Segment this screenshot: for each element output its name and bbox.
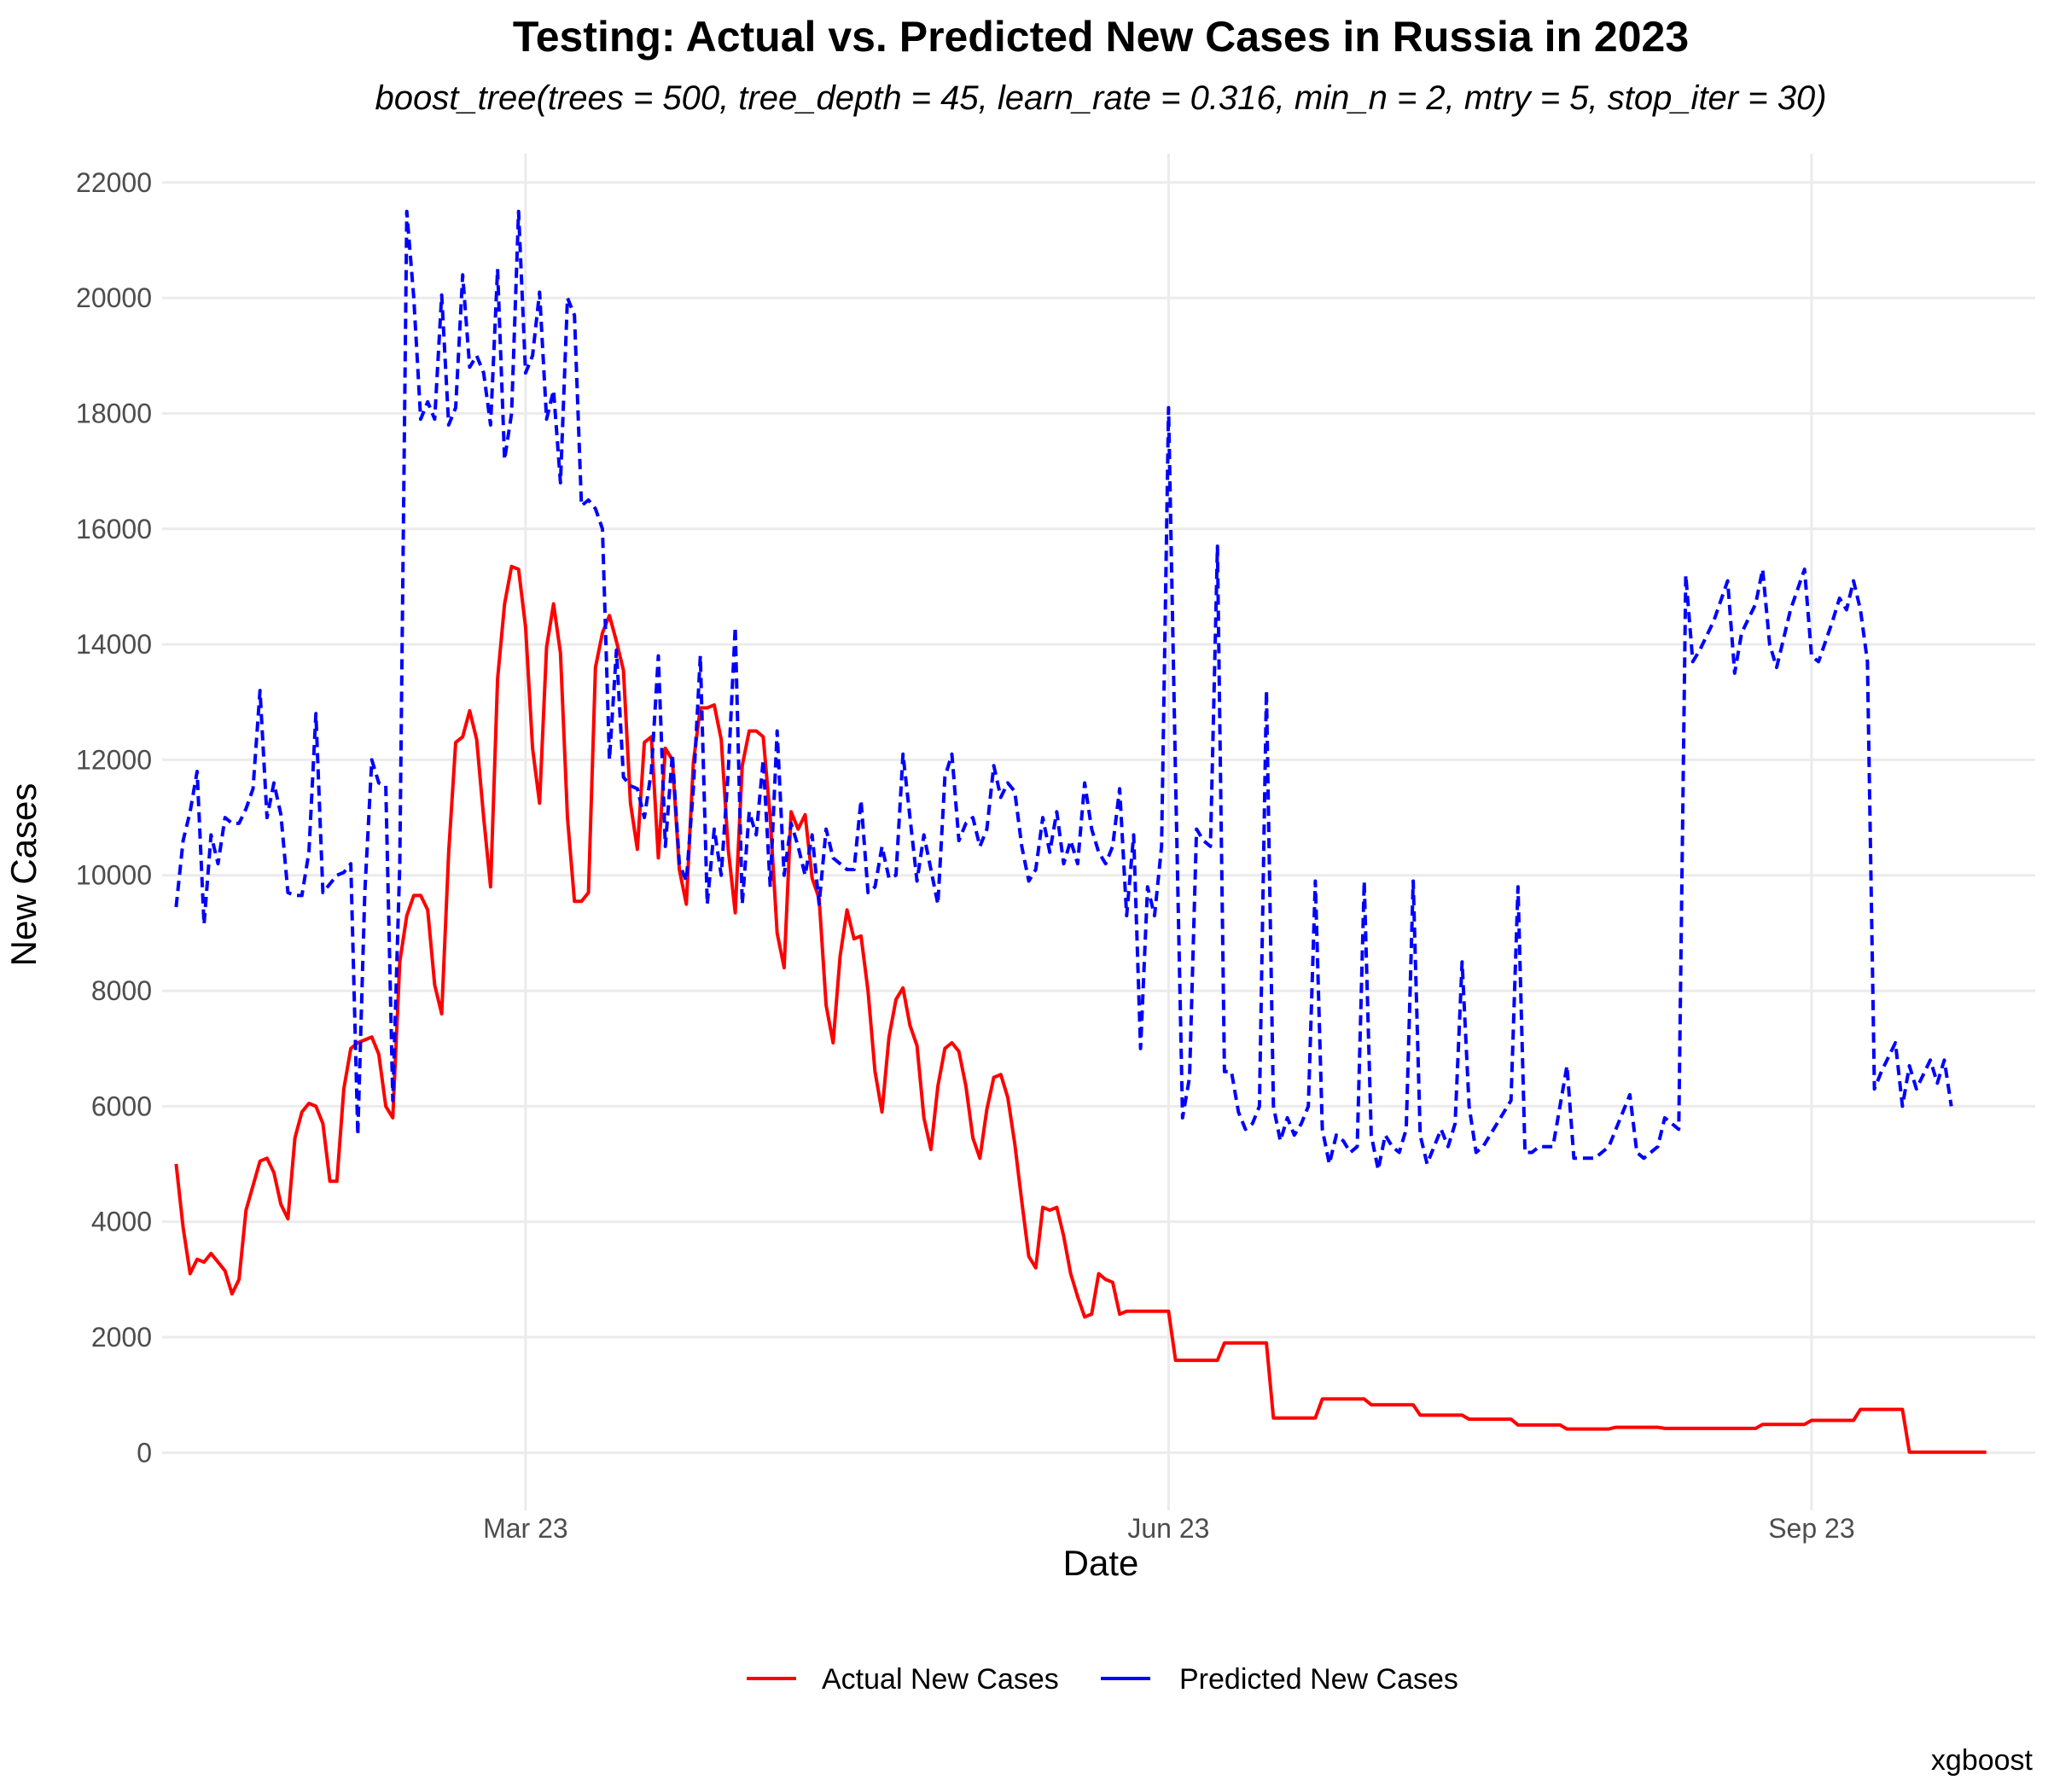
x-tick-label: Mar 23 [483, 1513, 568, 1544]
y-tick-label: 8000 [91, 975, 152, 1006]
x-axis-ticks: Mar 23 Jun 23 Sep 23 [483, 1513, 1855, 1544]
actual-new-cases-line [174, 564, 1987, 1454]
legend: Actual New Cases Predicted New Cases [747, 1663, 1458, 1696]
y-axis-ticks: 0 2000 4000 6000 8000 10000 12000 14000 16000 180… [76, 167, 152, 1469]
chart-title: Testing: Actual vs. Predicted New Cases … [513, 13, 1689, 61]
series-lines [174, 209, 1987, 1454]
x-tick-label: Jun 23 [1127, 1513, 1209, 1544]
y-tick-label: 4000 [91, 1207, 152, 1237]
x-axis-title: Date [1063, 1543, 1139, 1583]
legend-label-actual: Actual New Cases [822, 1663, 1059, 1696]
predicted-new-cases-line [174, 209, 1953, 1172]
y-tick-label: 12000 [76, 744, 152, 775]
chart-subtitle: boost_tree(trees = 500, tree_depth = 45,… [375, 79, 1826, 117]
y-tick-label: 2000 [91, 1322, 152, 1353]
y-tick-label: 20000 [76, 282, 152, 313]
y-tick-label: 10000 [76, 860, 152, 891]
y-axis-title: New Cases [3, 783, 44, 967]
y-tick-label: 18000 [76, 398, 152, 428]
x-tick-label: Sep 23 [1768, 1513, 1854, 1544]
grid [162, 154, 2035, 1510]
legend-label-predicted: Predicted New Cases [1179, 1663, 1458, 1696]
y-tick-label: 16000 [76, 514, 152, 544]
chart-caption: xgboost [1931, 1744, 2033, 1777]
y-tick-label: 14000 [76, 629, 152, 660]
y-tick-label: 22000 [76, 167, 152, 198]
y-tick-label: 6000 [91, 1091, 152, 1121]
y-tick-label: 0 [137, 1437, 152, 1468]
